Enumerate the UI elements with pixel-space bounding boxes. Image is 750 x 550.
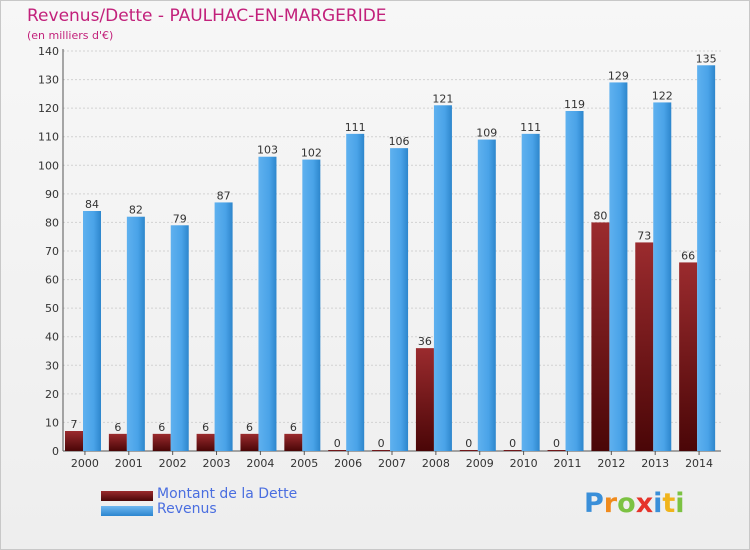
data-label-revenus: 109 <box>476 127 497 140</box>
x-tick-label: 2010 <box>510 457 538 470</box>
y-tick-label: 80 <box>45 216 59 229</box>
y-tick-label: 120 <box>38 102 59 115</box>
legend-label-revenus: Revenus <box>157 501 217 517</box>
bar-revenus <box>302 159 321 452</box>
chart-subtitle: (en milliers d'€) <box>27 29 114 42</box>
data-label-dette: 66 <box>681 249 695 262</box>
data-label-revenus: 135 <box>696 52 717 65</box>
x-tick-label: 2003 <box>203 457 231 470</box>
x-tick-label: 2014 <box>685 457 713 470</box>
chart-title: Revenus/Dette - PAULHAC-EN-MARGERIDE <box>27 6 387 26</box>
data-label-dette: 0 <box>509 437 516 450</box>
data-label-revenus: 84 <box>85 198 99 211</box>
legend-swatch-revenus <box>101 506 153 516</box>
data-label-revenus: 111 <box>345 121 366 134</box>
bar-revenus <box>170 225 189 451</box>
y-tick-label: 140 <box>38 45 59 58</box>
bar-revenus <box>653 102 672 451</box>
x-tick-label: 2002 <box>159 457 187 470</box>
data-label-revenus: 129 <box>608 69 629 82</box>
data-label-revenus: 121 <box>432 92 453 105</box>
bar-revenus <box>521 133 540 451</box>
y-tick-label: 90 <box>45 188 59 201</box>
x-tick-label: 2004 <box>246 457 274 470</box>
bar-revenus <box>390 148 409 451</box>
data-label-revenus: 111 <box>520 121 541 134</box>
bar-dette <box>503 450 522 451</box>
y-tick-label: 0 <box>52 445 59 458</box>
bar-revenus <box>697 65 716 452</box>
x-tick-label: 2001 <box>115 457 143 470</box>
bar-dette <box>328 450 347 451</box>
y-tick-label: 130 <box>38 74 59 87</box>
data-label-revenus: 103 <box>257 144 278 157</box>
data-label-dette: 6 <box>114 421 121 434</box>
bar-dette <box>65 431 83 451</box>
bar-dette <box>591 222 610 451</box>
x-tick-label: 2013 <box>641 457 669 470</box>
data-label-dette: 6 <box>202 421 209 434</box>
data-label-revenus: 79 <box>173 212 187 225</box>
bar-dette <box>284 433 303 451</box>
bar-dette <box>240 433 259 451</box>
bar-dette <box>108 433 127 451</box>
y-tick-label: 110 <box>38 131 59 144</box>
data-label-revenus: 119 <box>564 98 585 111</box>
y-tick-label: 40 <box>45 331 59 344</box>
bar-revenus <box>83 211 101 451</box>
bar-revenus <box>565 111 584 451</box>
y-tick-label: 60 <box>45 274 59 287</box>
data-label-dette: 0 <box>465 437 472 450</box>
data-label-dette: 0 <box>378 437 385 450</box>
data-label-dette: 80 <box>593 209 607 222</box>
bar-dette <box>372 450 391 451</box>
data-label-revenus: 106 <box>389 135 410 148</box>
bar-dette <box>459 450 478 451</box>
bar-revenus <box>346 133 365 451</box>
bar-dette <box>635 242 654 451</box>
data-label-revenus: 102 <box>301 147 322 160</box>
y-tick-label: 50 <box>45 302 59 315</box>
x-tick-label: 2012 <box>597 457 625 470</box>
x-tick-label: 2000 <box>71 457 99 470</box>
data-label-dette: 36 <box>418 335 432 348</box>
bar-revenus <box>477 139 496 452</box>
x-tick-label: 2011 <box>553 457 581 470</box>
data-label-dette: 0 <box>553 437 560 450</box>
bar-dette <box>196 433 215 451</box>
x-tick-label: 2009 <box>466 457 494 470</box>
x-tick-label: 2005 <box>290 457 318 470</box>
data-label-dette: 6 <box>290 421 297 434</box>
data-label-dette: 6 <box>158 421 165 434</box>
data-label-revenus: 122 <box>652 89 673 102</box>
proxiti-logo: Proxiti <box>584 488 685 519</box>
bar-dette <box>415 348 434 451</box>
data-label-dette: 73 <box>637 229 651 242</box>
data-label-revenus: 82 <box>129 204 143 217</box>
y-tick-label: 30 <box>45 359 59 372</box>
bar-dette <box>152 433 171 451</box>
legend-label-dette: Montant de la Dette <box>157 486 298 502</box>
bar-revenus <box>258 156 277 451</box>
y-tick-label: 70 <box>45 245 59 258</box>
bar-revenus <box>214 202 233 451</box>
y-tick-label: 20 <box>45 388 59 401</box>
x-tick-label: 2007 <box>378 457 406 470</box>
data-label-dette: 0 <box>334 437 341 450</box>
y-tick-label: 100 <box>38 159 59 172</box>
data-label-revenus: 87 <box>217 189 231 202</box>
bar-dette <box>679 262 698 451</box>
bar-revenus <box>126 216 145 451</box>
bar-revenus <box>609 82 628 451</box>
data-label-dette: 6 <box>246 421 253 434</box>
x-tick-label: 2008 <box>422 457 450 470</box>
x-tick-label: 2006 <box>334 457 362 470</box>
y-tick-label: 10 <box>45 416 59 429</box>
bar-revenus <box>433 105 452 452</box>
bar-dette <box>547 450 566 451</box>
data-label-dette: 7 <box>71 418 78 431</box>
legend-swatch-dette <box>101 491 153 501</box>
